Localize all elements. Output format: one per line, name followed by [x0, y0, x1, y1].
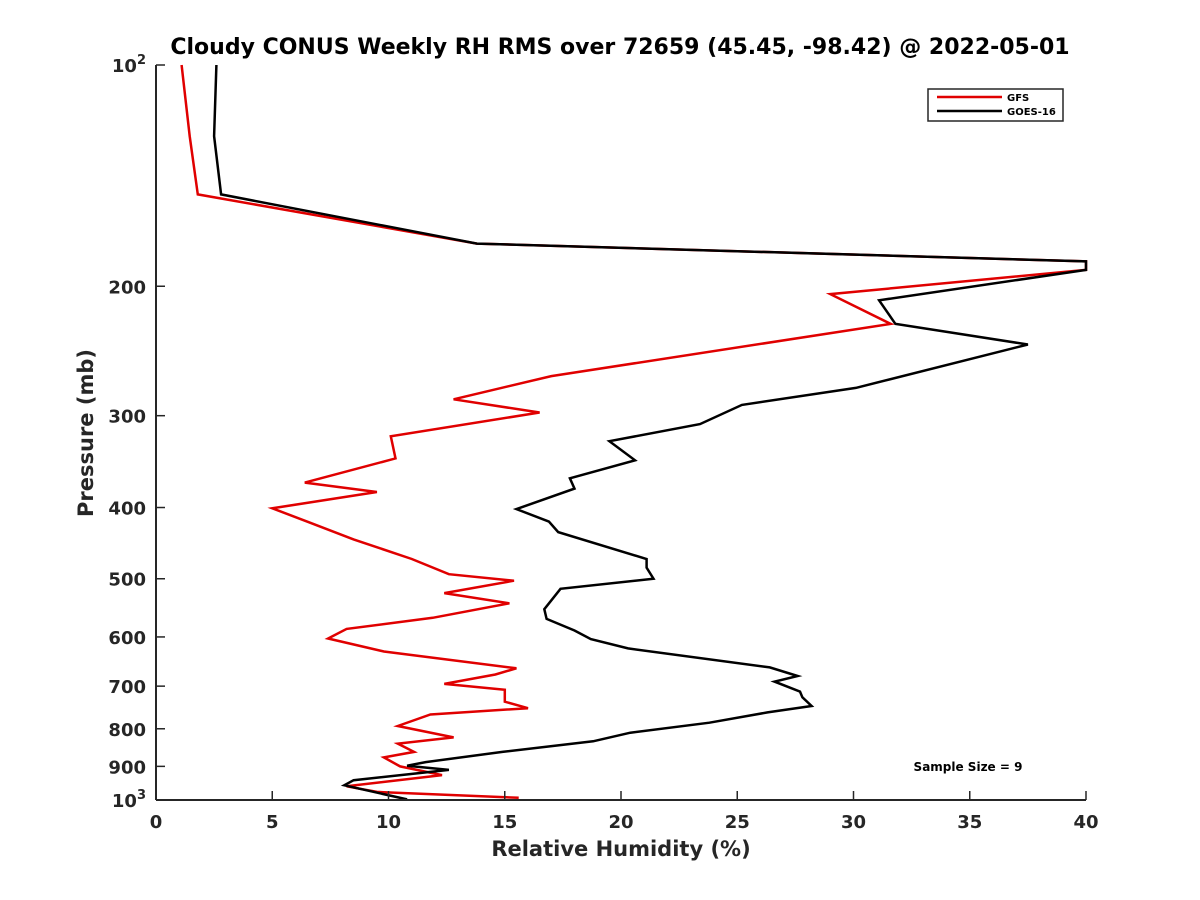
- x-tick-label: 25: [725, 812, 750, 833]
- y-tick-label: 300: [108, 407, 146, 428]
- x-tick-label: 30: [841, 812, 866, 833]
- y-tick-label: 400: [108, 499, 146, 520]
- x-tick-label: 10: [376, 812, 401, 833]
- legend-box: [927, 88, 1064, 122]
- series-line-goes16: [212, 64, 1088, 801]
- y-tick-label: 600: [108, 628, 146, 649]
- series-layer: [180, 64, 1088, 801]
- legend[interactable]: GFS GOES-16: [927, 88, 1064, 122]
- y-tick-label: 500: [108, 570, 146, 591]
- y-tick-label: 900: [108, 757, 146, 778]
- x-tick-label: 20: [608, 812, 633, 833]
- x-axis-ticks: 0 5 10 15 20 25 30 35 40: [150, 791, 1099, 833]
- chart-title: Cloudy CONUS Weekly RH RMS over 72659 (4…: [170, 35, 1069, 60]
- x-tick-label: 5: [266, 812, 279, 833]
- y-axis-title: Pressure (mb): [74, 349, 98, 517]
- legend-label-goes16: GOES-16: [1007, 107, 1056, 118]
- y-tick-label: 200: [108, 277, 146, 298]
- plot-area: 0 5 10 15 20 25 30 35 40 10220030040050060070080…: [108, 53, 1098, 833]
- x-axis-title: Relative Humidity (%): [491, 837, 750, 861]
- series-line-gfs: [180, 64, 1088, 800]
- y-tick-label: 700: [108, 677, 146, 698]
- x-tick-label: 0: [150, 812, 163, 833]
- y-tick-label: 800: [108, 720, 146, 741]
- sample-size-annotation: Sample Size = 9: [914, 760, 1023, 774]
- x-tick-label: 15: [492, 812, 517, 833]
- x-tick-label: 40: [1073, 812, 1098, 833]
- legend-label-gfs: GFS: [1007, 93, 1029, 104]
- x-tick-label: 35: [957, 812, 982, 833]
